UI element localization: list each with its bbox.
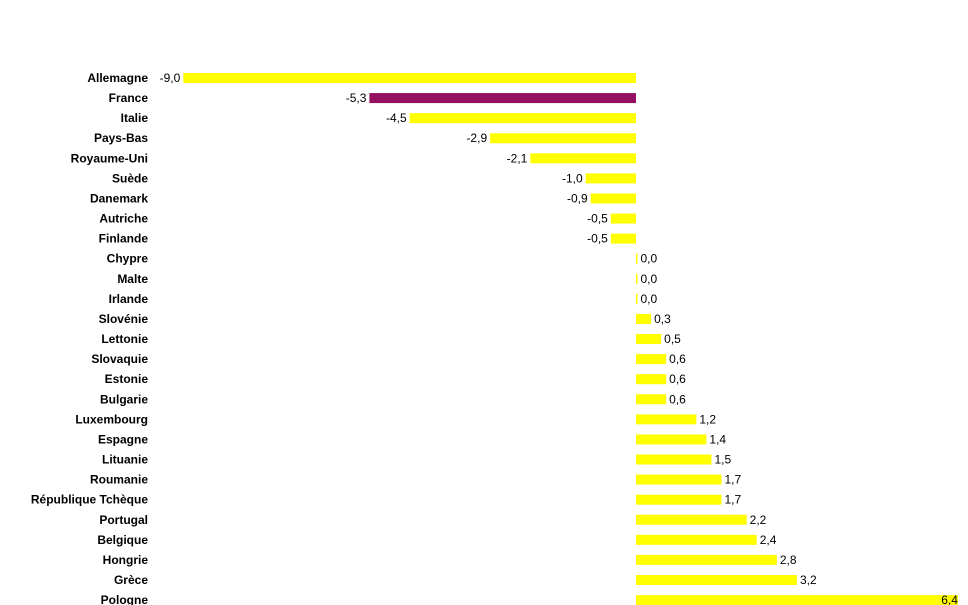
bar-allemagne: [183, 73, 637, 83]
value-label-lituanie: 1,5: [714, 453, 731, 467]
bar-republique-tcheque: [636, 494, 722, 505]
category-label-slovenie: Slovénie: [99, 312, 149, 326]
bar-hongrie: [636, 554, 777, 565]
value-label-portugal: 2,2: [750, 513, 767, 527]
value-label-luxembourg: 1,2: [699, 412, 716, 426]
bar-slovenie: [636, 313, 652, 324]
bar-suede: [585, 173, 636, 184]
bar-chypre: [636, 253, 638, 264]
bar-luxembourg: [636, 414, 697, 425]
value-label-allemagne: -9,0: [160, 71, 181, 85]
category-label-allemagne: Allemagne: [87, 71, 148, 85]
value-label-france: -5,3: [346, 91, 367, 105]
bar-malte: [636, 273, 638, 284]
value-label-chypre: 0,0: [641, 252, 658, 266]
value-label-finlande: -0,5: [587, 232, 608, 246]
bar-france: [369, 93, 636, 104]
bar-lettonie: [636, 334, 662, 345]
bar-espagne: [636, 434, 707, 445]
bar-portugal: [636, 514, 747, 525]
value-label-bulgarie: 0,6: [669, 392, 686, 406]
value-label-danemark: -0,9: [567, 191, 588, 205]
bar-pays-bas: [490, 133, 636, 144]
bar-danemark: [590, 193, 636, 204]
bar-finlande: [610, 233, 636, 244]
value-label-grece: 3,2: [800, 573, 817, 587]
bar-pologne: [636, 595, 958, 605]
category-label-finlande: Finlande: [99, 232, 149, 246]
category-label-irlande: Irlande: [109, 292, 149, 306]
bar-italie: [409, 113, 636, 124]
value-label-royaume-uni: -2,1: [507, 151, 528, 165]
category-label-royaume-uni: Royaume-Uni: [71, 151, 148, 165]
value-label-espagne: 1,4: [709, 432, 726, 446]
category-label-estonie: Estonie: [105, 372, 149, 386]
category-label-malte: Malte: [117, 272, 148, 286]
category-label-belgique: Belgique: [97, 533, 148, 547]
category-label-bulgarie: Bulgarie: [100, 392, 148, 406]
category-label-portugal: Portugal: [99, 513, 148, 527]
category-label-france: France: [109, 91, 149, 105]
bar-irlande: [636, 293, 638, 304]
bar-bulgarie: [636, 394, 667, 405]
value-label-republique-tcheque: 1,7: [725, 493, 742, 507]
category-label-chypre: Chypre: [107, 252, 149, 266]
value-label-estonie: 0,6: [669, 372, 686, 386]
value-label-hongrie: 2,8: [780, 553, 797, 567]
value-label-suede: -1,0: [562, 171, 583, 185]
value-label-slovaquie: 0,6: [669, 352, 686, 366]
bar-royaume-uni: [530, 153, 636, 164]
value-label-pologne: 6,4: [941, 593, 958, 605]
value-label-autriche: -0,5: [587, 212, 608, 226]
category-label-lituanie: Lituanie: [102, 453, 148, 467]
value-label-pays-bas: -2,9: [466, 131, 487, 145]
category-label-suede: Suède: [112, 171, 148, 185]
value-label-malte: 0,0: [641, 272, 658, 286]
value-label-irlande: 0,0: [641, 292, 658, 306]
bar-autriche: [610, 213, 636, 224]
category-label-pays-bas: Pays-Bas: [94, 131, 148, 145]
bar-estonie: [636, 374, 667, 385]
category-label-grece: Grèce: [114, 573, 148, 587]
category-label-lettonie: Lettonie: [101, 332, 148, 346]
category-label-luxembourg: Luxembourg: [75, 412, 148, 426]
bar-grece: [636, 575, 797, 585]
value-label-slovenie: 0,3: [654, 312, 671, 326]
value-label-lettonie: 0,5: [664, 332, 681, 346]
bar-belgique: [636, 534, 757, 545]
bar-roumanie: [636, 474, 722, 485]
category-label-italie: Italie: [121, 111, 149, 125]
value-label-italie: -4,5: [386, 111, 407, 125]
value-label-roumanie: 1,7: [725, 473, 742, 487]
category-label-espagne: Espagne: [98, 432, 148, 446]
category-label-autriche: Autriche: [99, 212, 148, 226]
value-label-belgique: 2,4: [760, 533, 777, 547]
bar-slovaquie: [636, 354, 667, 365]
category-label-danemark: Danemark: [90, 191, 148, 205]
category-label-hongrie: Hongrie: [103, 553, 149, 567]
category-label-slovaquie: Slovaquie: [91, 352, 148, 366]
category-label-pologne: Pologne: [101, 593, 149, 605]
bar-lituanie: [636, 454, 712, 465]
category-label-roumanie: Roumanie: [90, 473, 148, 487]
category-label-republique-tcheque: République Tchèque: [31, 493, 148, 507]
